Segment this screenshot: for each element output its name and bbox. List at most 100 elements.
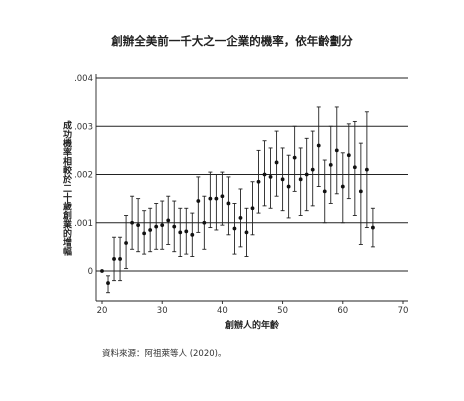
data-point-group	[352, 120, 357, 216]
data-point-group	[166, 195, 171, 245]
data-point-group	[328, 125, 333, 204]
data-point-group	[232, 202, 237, 255]
data-point	[160, 223, 165, 228]
data-point-group	[214, 174, 219, 231]
data-point	[304, 172, 309, 177]
data-point	[280, 177, 285, 182]
data-point	[226, 201, 231, 206]
data-point	[142, 231, 147, 236]
data-point	[190, 232, 195, 237]
data-point-group	[304, 137, 309, 212]
data-point-group	[334, 106, 339, 195]
data-point	[154, 224, 159, 229]
data-point	[106, 281, 110, 285]
data-point	[196, 199, 201, 203]
data-point	[166, 218, 171, 223]
data-point-group	[100, 269, 104, 273]
data-point	[202, 220, 207, 225]
data-point-group	[208, 171, 213, 229]
data-point	[148, 228, 153, 232]
data-point-group	[136, 198, 141, 253]
x-tick-label: 70	[398, 306, 409, 316]
data-point-group	[238, 188, 243, 248]
data-point	[352, 165, 357, 170]
data-point-group	[172, 200, 177, 253]
data-point	[208, 196, 213, 201]
data-point	[286, 184, 291, 189]
data-point	[256, 179, 261, 184]
data-point-group	[244, 207, 249, 257]
data-point	[358, 189, 363, 194]
data-point	[172, 224, 177, 229]
data-point	[334, 148, 339, 153]
data-point	[298, 177, 303, 182]
x-tick-labels: 20 30 40 50 60 70	[97, 301, 409, 316]
data-point-group	[250, 181, 255, 236]
data-point	[184, 229, 189, 234]
data-point-group	[358, 142, 363, 245]
y-tick-label: .002	[74, 171, 93, 181]
data-point-group	[340, 152, 345, 224]
data-point	[328, 162, 333, 167]
data-point	[214, 196, 219, 201]
data-point	[130, 220, 135, 225]
x-tick-label: 20	[97, 306, 108, 316]
data-point-group	[322, 159, 327, 224]
data-points	[100, 106, 375, 294]
data-point	[118, 257, 122, 261]
data-point	[268, 175, 273, 179]
data-point-group	[154, 202, 159, 250]
data-point-group	[292, 125, 297, 192]
data-point-group	[118, 236, 123, 282]
data-point-group	[286, 154, 291, 219]
data-point-group	[346, 123, 351, 200]
data-point-group	[112, 236, 117, 282]
data-point	[371, 225, 375, 230]
data-point-group	[124, 215, 129, 270]
data-point-group	[310, 130, 315, 207]
data-point	[346, 153, 351, 158]
data-point-group	[106, 275, 111, 294]
data-point-group	[142, 210, 147, 255]
data-point	[292, 155, 297, 160]
data-point	[310, 167, 315, 172]
data-point-group	[268, 147, 273, 209]
x-tick-label: 50	[277, 306, 288, 316]
data-point-group	[220, 171, 225, 226]
data-point-group	[196, 176, 201, 233]
data-point	[124, 241, 128, 245]
data-point	[244, 230, 249, 235]
data-point-group	[130, 195, 135, 250]
data-point	[232, 226, 237, 231]
data-point-group	[160, 200, 165, 250]
data-point-group	[190, 212, 195, 257]
data-point	[340, 184, 345, 189]
data-point-group	[370, 207, 375, 248]
data-point-group	[226, 176, 231, 236]
x-tick-label: 30	[157, 306, 168, 316]
data-point	[250, 206, 255, 211]
y-tick-label: .003	[74, 122, 93, 132]
x-tick-label: 60	[337, 306, 348, 316]
y-tick-label: .001	[74, 219, 93, 229]
y-axis-label: 成功機率相較於二十歲創業的增幅	[61, 119, 73, 256]
y-tick-label: .004	[74, 74, 93, 84]
data-point-group	[178, 207, 183, 257]
data-point	[100, 269, 104, 273]
data-point-group	[364, 111, 369, 229]
data-point-group	[280, 147, 285, 212]
data-point	[322, 189, 327, 194]
chart-title: 創辦全美前一千大之一企業的機率，依年齡劃分	[110, 34, 353, 48]
data-point	[274, 160, 279, 165]
data-point-group	[316, 106, 321, 188]
y-tick-label: 0	[88, 267, 93, 277]
gridlines	[96, 77, 408, 272]
data-point	[136, 223, 141, 228]
data-point	[364, 167, 369, 172]
data-point-group	[274, 130, 279, 197]
data-point	[178, 230, 183, 235]
data-point	[112, 257, 116, 261]
data-point-group	[298, 147, 303, 216]
y-tick-labels: .004 .003 .002 .001 0	[74, 74, 93, 277]
data-point	[220, 194, 225, 199]
